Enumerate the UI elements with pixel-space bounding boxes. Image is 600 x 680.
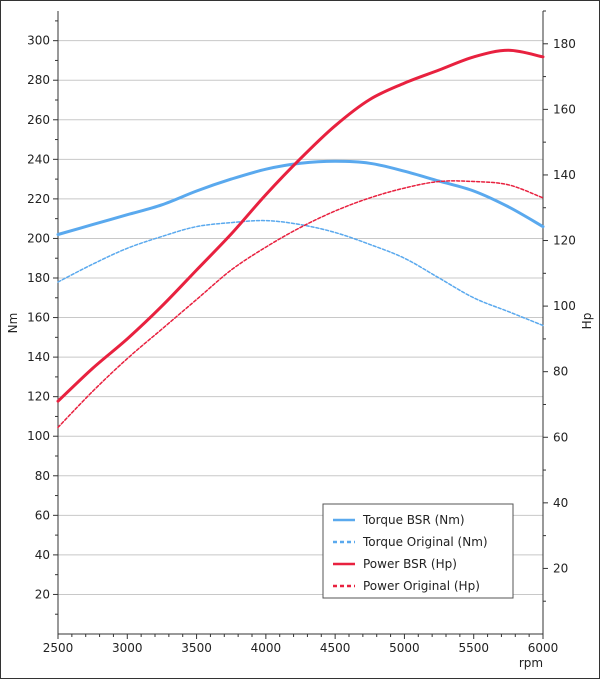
x-tick-label: 5500	[458, 641, 489, 655]
y-left-tick-label: 280	[27, 73, 50, 87]
y-right-tick-label: 20	[553, 561, 568, 575]
y-right-tick-label: 120	[553, 234, 576, 248]
y-right-tick-label: 180	[553, 37, 576, 51]
y-left-tick-label: 40	[35, 548, 50, 562]
legend-box	[322, 503, 514, 599]
series-layer	[56, 48, 545, 429]
y-left-tick-label: 240	[27, 152, 50, 166]
legend-label-1: Torque Original (Nm)	[362, 535, 488, 549]
y-left-tick-label: 300	[27, 34, 50, 48]
y-left-tick-label: 80	[35, 469, 50, 483]
y-right-axis-label: Hp	[580, 313, 594, 330]
legend-label-2: Power BSR (Hp)	[363, 557, 457, 571]
series-line-0	[56, 159, 545, 236]
y-right-tick-label: 140	[553, 168, 576, 182]
y-right-tick-label: 60	[553, 430, 568, 444]
grid-layer	[58, 40, 543, 595]
axes-layer: 20 40 60 80 100 120 140 160 180 200 220 240 260 280 30…	[6, 10, 594, 670]
y-left-tick-label: 200	[27, 231, 50, 245]
legend-label-0: Torque BSR (Nm)	[362, 513, 465, 527]
y-right-tick-label: 80	[553, 365, 568, 379]
x-tick-label: 6000	[528, 641, 559, 655]
y-left-tick-label: 120	[27, 390, 50, 404]
legend: Torque BSR (Nm) Torque Original (Nm) Power…	[322, 503, 514, 599]
y-right-tick-label: 160	[553, 102, 576, 116]
y-left-tick-label: 160	[27, 311, 50, 325]
y-left-tick-label: 260	[27, 113, 50, 127]
y-left-axis-label: Nm	[6, 313, 20, 334]
y-left-tick-label: 20	[35, 587, 50, 601]
series-line-2	[56, 48, 545, 403]
y-left-tick-label: 100	[27, 429, 50, 443]
y-right-tick-label: 40	[553, 496, 568, 510]
x-tick-label: 3000	[112, 641, 143, 655]
x-tick-label: 5000	[389, 641, 420, 655]
y-left-tick-label: 140	[27, 350, 50, 364]
legend-label-3: Power Original (Hp)	[363, 579, 480, 593]
y-left-tick-label: 180	[27, 271, 50, 285]
x-tick-label: 4000	[251, 641, 282, 655]
series-line-1	[57, 219, 544, 327]
x-tick-label: 3500	[181, 641, 212, 655]
x-tick-label: 2500	[43, 641, 74, 655]
y-left-tick-label: 220	[27, 192, 50, 206]
y-left-tick-label: 60	[35, 508, 50, 522]
y-right-tick-label: 100	[553, 299, 576, 313]
series-line-3	[57, 180, 544, 429]
x-axis-label: rpm	[519, 656, 543, 670]
x-tick-label: 4500	[320, 641, 351, 655]
